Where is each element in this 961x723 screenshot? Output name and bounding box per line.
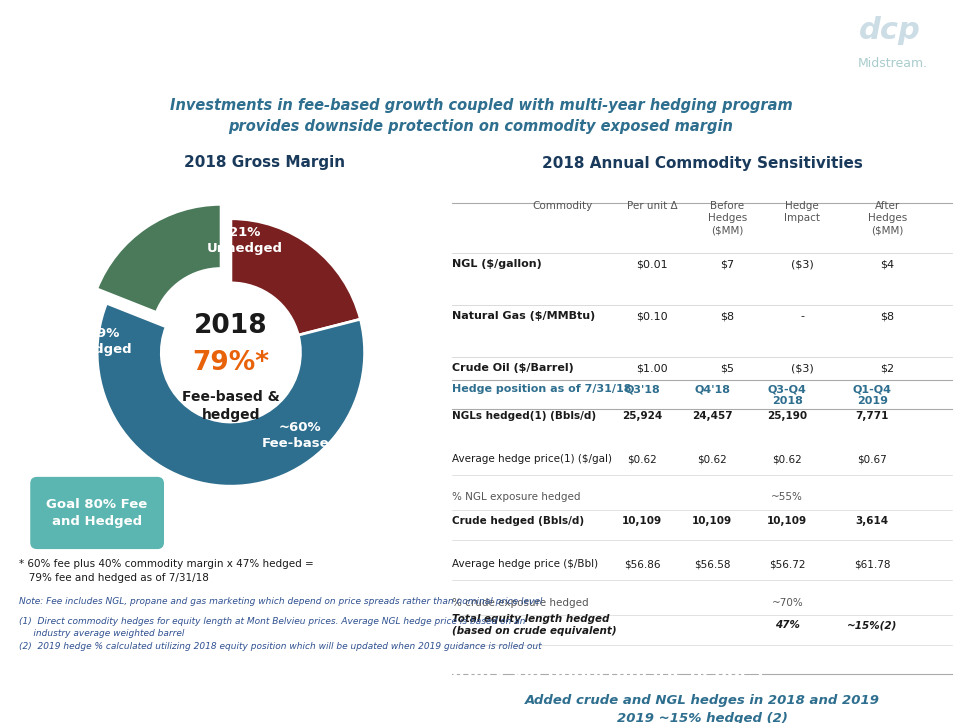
- Text: 10,109: 10,109: [767, 516, 806, 526]
- Text: (1)  Direct commodity hedges for equity length at Mont Belvieu prices. Average N: (1) Direct commodity hedges for equity l…: [19, 617, 526, 638]
- Text: NGLs hedged(1) (Bbls/d): NGLs hedged(1) (Bbls/d): [452, 411, 596, 421]
- Text: $5: $5: [720, 363, 733, 373]
- Text: % NGL exposure hedged: % NGL exposure hedged: [452, 492, 580, 502]
- Text: $8: $8: [879, 312, 894, 321]
- Text: $61.78: $61.78: [853, 560, 890, 570]
- Text: ~55%: ~55%: [771, 492, 802, 502]
- Text: 21%
Unhedged: 21% Unhedged: [206, 226, 282, 254]
- Text: $0.62: $0.62: [772, 454, 801, 464]
- Text: Hedge position as of 7/31/18: Hedge position as of 7/31/18: [452, 384, 631, 394]
- Text: (2)  2019 hedge % calculated utilizing 2018 equity position which will be update: (2) 2019 hedge % calculated utilizing 20…: [19, 642, 541, 651]
- Text: Added crude and NGL hedges in 2018 and 2019
2019 ~15% hedged (2): Added crude and NGL hedges in 2018 and 2…: [524, 694, 879, 723]
- Text: 2018: 2018: [194, 313, 267, 338]
- Text: 25,924: 25,924: [622, 411, 662, 421]
- FancyBboxPatch shape: [30, 477, 163, 549]
- Text: $0.10: $0.10: [636, 312, 667, 321]
- Text: Crude hedged (Bbls/d): Crude hedged (Bbls/d): [452, 516, 583, 526]
- Text: 2018 Gross Margin: 2018 Gross Margin: [184, 155, 345, 169]
- Text: $56.72: $56.72: [768, 560, 804, 570]
- Text: $0.62: $0.62: [627, 454, 656, 464]
- Text: $8: $8: [720, 312, 733, 321]
- Text: Reducing commodity volatility via opportunistic hedges: Reducing commodity volatility via opport…: [198, 664, 763, 682]
- Text: Total equity length hedged
(based on crude equivalent): Total equity length hedged (based on cru…: [452, 615, 616, 636]
- Text: Natural Gas ($/MMBtu): Natural Gas ($/MMBtu): [452, 312, 595, 321]
- Text: 25,190: 25,190: [767, 411, 806, 421]
- Text: $0.01: $0.01: [636, 260, 667, 270]
- Text: Q4'18: Q4'18: [694, 384, 729, 394]
- Text: $56.58: $56.58: [693, 560, 729, 570]
- Wedge shape: [97, 205, 221, 312]
- Text: 2018 Gross Margin, Sensitivities and Hedges: 2018 Gross Margin, Sensitivities and Hed…: [19, 30, 722, 58]
- Text: ~60%
Fee-based: ~60% Fee-based: [261, 421, 338, 450]
- Text: After
Hedges
($MM): After Hedges ($MM): [867, 201, 906, 236]
- Text: $7: $7: [720, 260, 733, 270]
- Wedge shape: [231, 218, 360, 335]
- Text: $0.67: $0.67: [856, 454, 886, 464]
- Text: % crude exposure hedged: % crude exposure hedged: [452, 598, 588, 607]
- Text: $56.86: $56.86: [624, 560, 660, 570]
- Text: Q3-Q4
2018: Q3-Q4 2018: [767, 384, 806, 406]
- Text: 19%
Hedged: 19% Hedged: [75, 328, 133, 356]
- Text: 10,109: 10,109: [692, 516, 731, 526]
- Text: Investments in fee-based growth coupled with multi-year hedging program
provides: Investments in fee-based growth coupled …: [169, 98, 792, 134]
- Text: $2: $2: [879, 363, 894, 373]
- Text: 47%: 47%: [774, 620, 799, 630]
- Text: Crude Oil ($/Barrel): Crude Oil ($/Barrel): [452, 363, 574, 373]
- Text: Hedge
Impact: Hedge Impact: [783, 201, 820, 223]
- Text: $4: $4: [879, 260, 894, 270]
- Text: 10,109: 10,109: [622, 516, 661, 526]
- Text: -: -: [800, 312, 803, 321]
- Text: Commodity: Commodity: [531, 201, 592, 211]
- Text: Note: Fee includes NGL, propane and gas marketing which depend on price spreads : Note: Fee includes NGL, propane and gas …: [19, 597, 542, 606]
- Text: Midstream.: Midstream.: [857, 57, 926, 70]
- Text: 7,771: 7,771: [854, 411, 888, 421]
- Wedge shape: [97, 303, 364, 486]
- Text: $0.62: $0.62: [697, 454, 727, 464]
- Text: Average hedge price ($/Bbl): Average hedge price ($/Bbl): [452, 560, 598, 570]
- Text: 24,457: 24,457: [691, 411, 732, 421]
- Text: NGL ($/gallon): NGL ($/gallon): [452, 260, 541, 270]
- Text: ($3): ($3): [790, 260, 813, 270]
- Text: * 60% fee plus 40% commodity margin x 47% hedged =
   79% fee and hedged as of 7: * 60% fee plus 40% commodity margin x 47…: [19, 559, 313, 583]
- Text: 2018 Annual Commodity Sensitivities: 2018 Annual Commodity Sensitivities: [541, 156, 862, 171]
- Text: Goal 80% Fee
and Hedged: Goal 80% Fee and Hedged: [46, 498, 148, 528]
- Text: Per unit Δ: Per unit Δ: [627, 201, 677, 211]
- Text: 3,614: 3,614: [855, 516, 888, 526]
- Text: Fee-based &
hedged: Fee-based & hedged: [182, 390, 280, 422]
- Text: Average hedge price(1) ($/gal): Average hedge price(1) ($/gal): [452, 454, 611, 464]
- Text: Q1-Q4
2019: Q1-Q4 2019: [852, 384, 891, 406]
- Text: ~70%: ~70%: [771, 598, 802, 607]
- Text: 79%*: 79%*: [192, 350, 269, 376]
- Text: $1.00: $1.00: [636, 363, 667, 373]
- Text: dcp: dcp: [858, 17, 920, 46]
- Text: ~15%(2): ~15%(2): [847, 620, 897, 630]
- Text: 20: 20: [918, 701, 937, 715]
- Text: ($3): ($3): [790, 363, 813, 373]
- Text: Before
Hedges
($MM): Before Hedges ($MM): [707, 201, 746, 236]
- Text: Q3'18: Q3'18: [624, 384, 659, 394]
